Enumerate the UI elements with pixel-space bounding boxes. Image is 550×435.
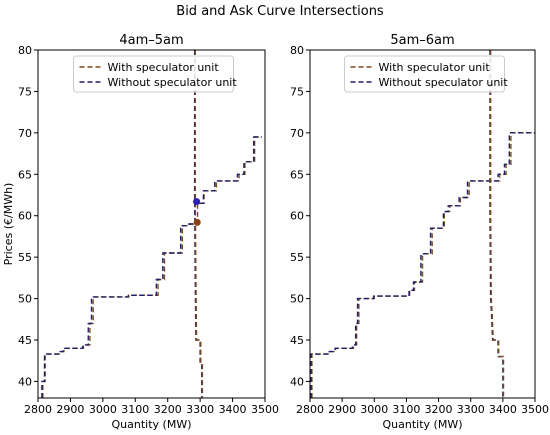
legend-box [344,55,505,93]
y-tick-label: 75 [18,85,32,98]
x-tick-label: 3000 [360,403,388,416]
x-tick-label: 3400 [489,403,517,416]
y-tick-label: 75 [290,85,304,98]
panel-title: 4am–5am [119,33,183,48]
series-line-1 [41,136,262,398]
y-tick-label: 40 [290,375,304,388]
x-tick-label: 2800 [296,403,324,416]
panel-title: 5am–6am [390,33,454,48]
y-tick-label: 45 [290,334,304,347]
plot-area [41,50,262,398]
x-tick-label: 3300 [457,403,485,416]
series-line-1 [310,132,535,398]
y-tick-label: 50 [18,293,32,306]
legend-label: Without speculator unit [379,76,509,89]
x-axis-label: Quantity (MW) [383,418,463,431]
y-tick-label: 40 [18,375,32,388]
figure-suptitle: Bid and Ask Curve Intersections [176,4,384,19]
series-line-0 [42,136,262,398]
series-line-0 [311,132,535,398]
y-tick-label: 60 [18,210,32,223]
y-axis-label: Prices (€/MWh) [2,183,15,266]
y-tick-label: 70 [18,127,32,140]
y-tick-label: 70 [290,127,304,140]
x-axis-label: Quantity (MW) [112,418,192,431]
x-tick-label: 3200 [154,403,182,416]
y-tick-label: 50 [290,293,304,306]
intersection-marker-1 [193,218,201,226]
x-tick-label: 3100 [392,403,420,416]
x-tick-label: 2900 [328,403,356,416]
legend: With speculator unit Without speculator u… [73,55,238,93]
axes-frame [309,49,536,399]
x-tick-label: 3500 [521,403,549,416]
legend-box [73,55,234,93]
legend-label: With speculator unit [108,61,220,74]
plot-area [310,50,535,398]
y-tick-label: 80 [18,44,32,57]
y-tick-label: 55 [290,251,304,264]
x-tick-label: 3100 [121,403,149,416]
x-tick-label: 2900 [56,403,84,416]
legend-label: With speculator unit [379,61,491,74]
axes-frame [37,49,266,399]
y-tick-label: 65 [290,168,304,181]
x-tick-label: 2800 [24,403,52,416]
y-tick-label: 45 [18,334,32,347]
y-tick-label: 65 [18,168,32,181]
legend: With speculator unit Without speculator u… [344,55,509,93]
x-tick-label: 3400 [219,403,247,416]
x-tick-label: 3500 [251,403,279,416]
y-tick-label: 60 [290,210,304,223]
chart-panel-left: 2800 2900 3000 3100 3200 3300 3400 3500 40 45 50 55… [2,33,279,431]
intersection-marker-0 [193,198,201,206]
chart-panel-right: 2800 2900 3000 3100 3200 3300 3400 3500 40 45 50 55… [290,33,549,431]
series-line-2 [489,50,504,398]
series-line-3 [194,50,204,398]
x-tick-label: 3300 [186,403,214,416]
legend-label: Without speculator unit [108,76,238,89]
x-tick-label: 3000 [89,403,117,416]
y-tick-label: 80 [290,44,304,57]
series-line-3 [489,50,505,398]
y-tick-label: 55 [18,251,32,264]
x-tick-label: 3200 [425,403,453,416]
